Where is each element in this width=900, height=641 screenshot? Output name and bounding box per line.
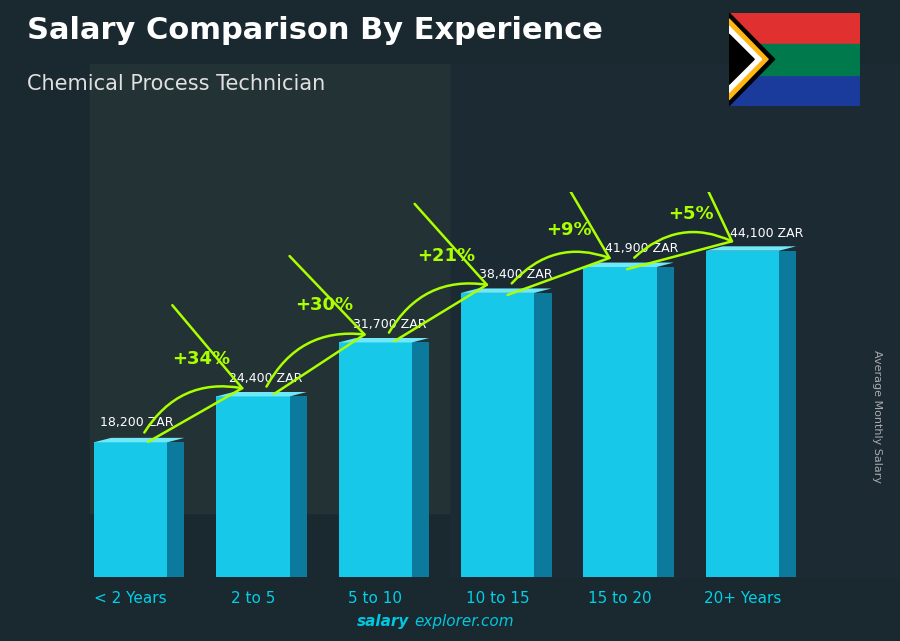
FancyArrowPatch shape xyxy=(266,256,364,394)
Text: 31,700 ZAR: 31,700 ZAR xyxy=(354,317,427,331)
Polygon shape xyxy=(290,396,307,577)
Polygon shape xyxy=(729,26,761,92)
Text: +21%: +21% xyxy=(418,247,475,265)
Polygon shape xyxy=(706,246,796,251)
Text: Chemical Process Technician: Chemical Process Technician xyxy=(27,74,325,94)
FancyArrowPatch shape xyxy=(508,164,609,295)
Bar xyxy=(706,251,779,577)
Polygon shape xyxy=(779,251,796,577)
Text: Salary Comparison By Experience: Salary Comparison By Experience xyxy=(27,16,603,45)
Polygon shape xyxy=(729,19,769,100)
Polygon shape xyxy=(729,13,775,106)
Text: salary: salary xyxy=(357,615,410,629)
Text: +9%: +9% xyxy=(545,221,591,239)
FancyArrowPatch shape xyxy=(389,204,487,341)
Text: +34%: +34% xyxy=(173,351,230,369)
Bar xyxy=(90,64,450,513)
Text: 38,400 ZAR: 38,400 ZAR xyxy=(480,268,553,281)
Text: +5%: +5% xyxy=(668,204,714,222)
Bar xyxy=(216,396,290,577)
Bar xyxy=(94,442,167,577)
Text: 41,900 ZAR: 41,900 ZAR xyxy=(606,242,679,255)
FancyArrowPatch shape xyxy=(144,305,242,442)
Bar xyxy=(729,13,859,44)
Text: explorer.com: explorer.com xyxy=(414,615,514,629)
Bar xyxy=(338,342,412,577)
Bar xyxy=(729,74,859,106)
Polygon shape xyxy=(657,267,674,577)
Text: Average Monthly Salary: Average Monthly Salary xyxy=(872,350,882,483)
Polygon shape xyxy=(729,34,754,85)
Bar xyxy=(461,293,535,577)
Polygon shape xyxy=(94,438,184,442)
Polygon shape xyxy=(167,442,184,577)
FancyBboxPatch shape xyxy=(727,10,861,108)
Text: +30%: +30% xyxy=(295,296,353,314)
Bar xyxy=(583,267,657,577)
Text: 44,100 ZAR: 44,100 ZAR xyxy=(730,227,804,240)
Polygon shape xyxy=(583,263,674,267)
Bar xyxy=(450,64,900,577)
Bar xyxy=(729,44,859,74)
Polygon shape xyxy=(216,392,307,396)
Polygon shape xyxy=(535,293,552,577)
Polygon shape xyxy=(338,338,429,342)
Polygon shape xyxy=(412,342,429,577)
Polygon shape xyxy=(461,288,552,293)
Text: 18,200 ZAR: 18,200 ZAR xyxy=(100,416,174,429)
Text: 24,400 ZAR: 24,400 ZAR xyxy=(229,372,302,385)
FancyArrowPatch shape xyxy=(627,143,732,269)
